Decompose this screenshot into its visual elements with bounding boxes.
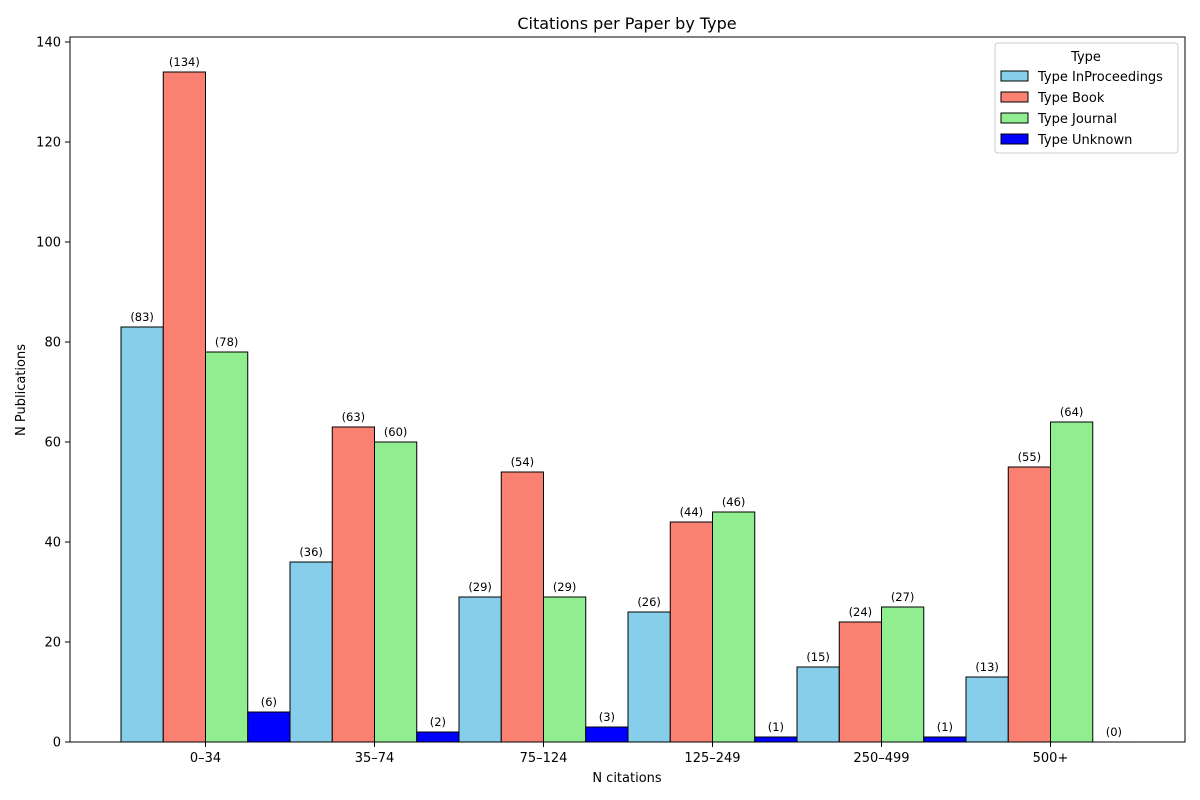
data-label: (27) (891, 590, 915, 604)
y-axis-ticks: 0 20 40 60 80 100 120 140 (36, 36, 70, 751)
bar (162, 71, 206, 743)
bar (669, 521, 713, 743)
x-tick-label: 75–124 (520, 751, 568, 766)
bar (838, 621, 882, 743)
legend-swatch (1000, 91, 1029, 103)
legend-swatch (1000, 133, 1029, 145)
data-label: (134) (169, 55, 200, 69)
y-tick-label: 40 (44, 536, 61, 551)
bar-series-group (120, 71, 1136, 743)
bar (120, 326, 164, 743)
data-label: (64) (1060, 405, 1084, 419)
legend-frame (994, 42, 1179, 154)
x-tick-label: 125–249 (684, 751, 740, 766)
data-label: (29) (468, 580, 492, 594)
data-label: (78) (215, 335, 239, 349)
y-tick-label: 0 (53, 736, 61, 751)
data-label: (60) (384, 425, 408, 439)
data-label: (1) (937, 720, 953, 734)
legend-swatch (1000, 112, 1029, 124)
data-label: (29) (553, 580, 577, 594)
bar (289, 561, 333, 743)
data-label: (54) (511, 455, 535, 469)
data-label: (6) (261, 695, 277, 709)
bar (458, 596, 502, 743)
bar (1050, 421, 1094, 743)
data-label: (15) (806, 650, 830, 664)
data-label: (63) (342, 410, 366, 424)
x-tick-label: 250–499 (853, 751, 909, 766)
bar (627, 611, 671, 743)
x-axis-label: N citations (592, 771, 662, 786)
bar (205, 351, 249, 743)
bar (923, 736, 967, 743)
data-label: (2) (430, 715, 446, 729)
y-tick-label: 100 (36, 236, 61, 251)
y-tick-label: 80 (44, 336, 61, 351)
legend: Type Type InProceedings Type Book Type Jou… (994, 42, 1179, 154)
bar (965, 676, 1009, 743)
bar (543, 596, 587, 743)
legend-entry-label: Type Unknown (1037, 133, 1132, 148)
x-tick-label: 35–74 (355, 751, 395, 766)
data-label: (26) (637, 595, 661, 609)
plot-frame (69, 36, 1186, 743)
bar (331, 426, 375, 743)
bar (500, 471, 544, 743)
legend-swatch (1000, 70, 1029, 82)
bar (416, 731, 460, 743)
bar (754, 736, 798, 743)
y-tick-label: 120 (36, 136, 61, 151)
bar (1007, 466, 1051, 743)
y-tick-label: 60 (44, 436, 61, 451)
data-label: (24) (849, 605, 873, 619)
data-label: (46) (722, 495, 746, 509)
bar (247, 711, 291, 743)
legend-title: Type (1070, 50, 1101, 65)
data-label: (1) (768, 720, 784, 734)
bar (712, 511, 756, 743)
y-tick-label: 140 (36, 36, 61, 51)
chart-title: Citations per Paper by Type (517, 14, 736, 33)
y-tick-label: 20 (44, 636, 61, 651)
data-labels-group: (83) (36) (29) (26) (15) (13) (134) (63) (54) (44… (130, 55, 1122, 739)
bar (374, 441, 418, 743)
data-label: (3) (599, 710, 615, 724)
data-label: (55) (1018, 450, 1042, 464)
data-label: (0) (1106, 725, 1122, 739)
x-axis-ticks: 0–34 35–74 75–124 125–249 250–499 500+ (190, 742, 1069, 766)
data-label: (83) (130, 310, 154, 324)
y-axis-label: N Publications (14, 344, 29, 436)
x-tick-label: 500+ (1033, 751, 1069, 766)
data-label: (44) (680, 505, 704, 519)
legend-entry-label: Type Journal (1037, 112, 1117, 127)
legend-entry-label: Type InProceedings (1037, 70, 1163, 85)
bar (796, 666, 840, 743)
bar (585, 726, 629, 743)
bar (881, 606, 925, 743)
data-label: (13) (975, 660, 999, 674)
x-tick-label: 0–34 (190, 751, 221, 766)
legend-entry-label: Type Book (1037, 91, 1105, 106)
data-label: (36) (299, 545, 323, 559)
